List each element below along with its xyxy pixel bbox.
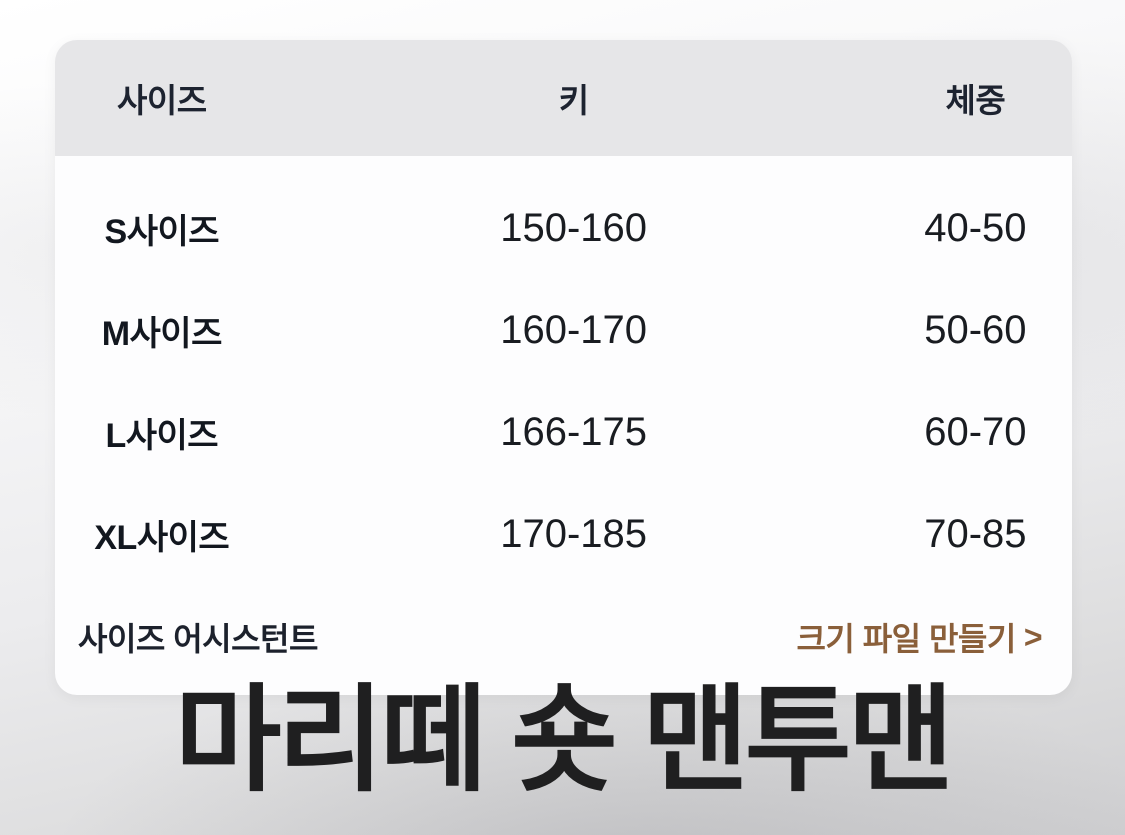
size-cell: L사이즈 [105, 416, 219, 455]
size-chart-header-row: 사이즈 키 체중 [55, 40, 1072, 156]
table-row-xl: XL사이즈 170-185 70-85 [55, 483, 1072, 585]
table-row-l: L사이즈 166-175 60-70 [55, 381, 1072, 483]
create-size-profile-link[interactable]: 크기 파일 만들기 > [796, 614, 1042, 660]
product-title: 마리떼 숏 맨투맨 [174, 675, 955, 805]
height-cell: 160-170 [500, 307, 648, 352]
weight-cell: 60-70 [924, 409, 1027, 454]
size-cell: XL사이즈 [94, 518, 230, 557]
size-chart-card: 사이즈 키 체중 S사이즈 150-160 40-50 M사이즈 160-170… [55, 40, 1072, 695]
size-assistant-label: 사이즈 어시스턴트 [78, 621, 318, 657]
size-cell: S사이즈 [104, 212, 220, 251]
create-size-profile-label: 크기 파일 만들기 [796, 621, 1016, 657]
chevron-right-icon: > [1023, 618, 1043, 655]
weight-cell: 50-60 [924, 307, 1027, 352]
height-cell: 166-175 [500, 409, 648, 454]
size-chart-rows: S사이즈 150-160 40-50 M사이즈 160-170 50-60 L사… [55, 156, 1072, 585]
size-assistant-bar: 사이즈 어시스턴트 크기 파일 만들기 > [55, 585, 1072, 695]
table-row-s: S사이즈 150-160 40-50 [55, 177, 1072, 279]
table-row-m: M사이즈 160-170 50-60 [55, 279, 1072, 381]
size-cell: M사이즈 [101, 314, 223, 353]
weight-cell: 40-50 [924, 205, 1027, 250]
column-header-size: 사이즈 [116, 82, 207, 119]
height-cell: 150-160 [500, 205, 648, 250]
height-cell: 170-185 [500, 511, 648, 556]
column-header-weight: 체중 [945, 82, 1006, 119]
column-header-height: 키 [558, 82, 589, 119]
weight-cell: 70-85 [924, 511, 1027, 556]
